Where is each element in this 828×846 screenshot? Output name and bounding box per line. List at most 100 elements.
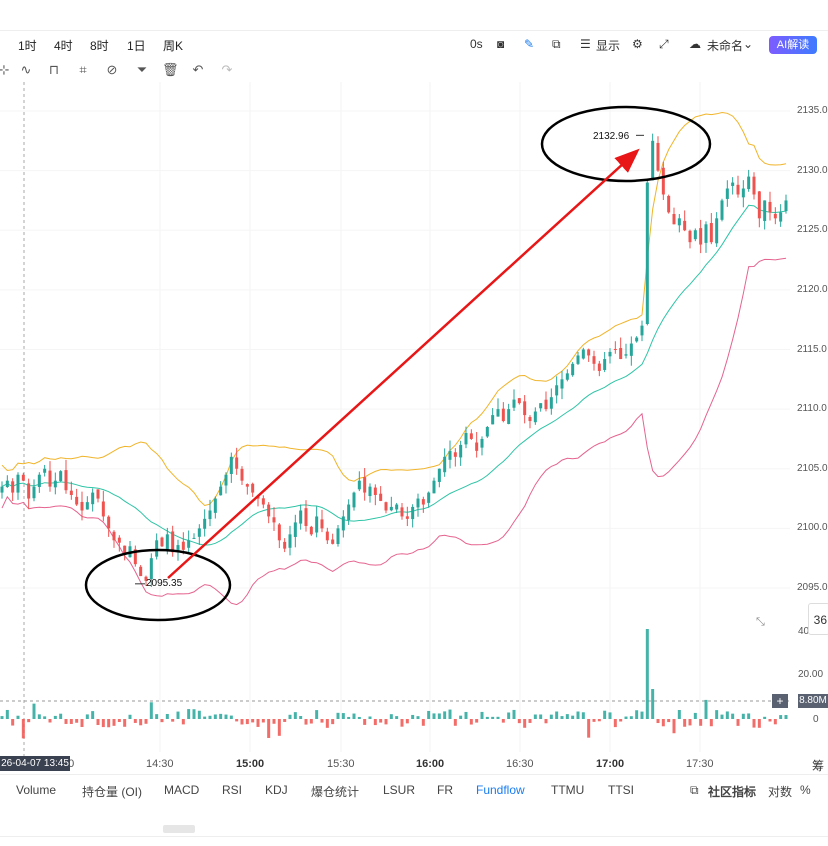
tab-liquidation[interactable]: 爆仓统计 (311, 785, 360, 799)
volume-bar (160, 719, 164, 723)
volume-bar (320, 719, 324, 723)
x-tick-label: 17:30 (686, 758, 714, 770)
y-tick-label: 2110.0 (797, 403, 827, 415)
timeframe-1w[interactable]: 周K (163, 39, 184, 53)
volume-bar (613, 719, 617, 728)
chevron-down-icon[interactable]: ⌄ (743, 37, 754, 51)
side-popup-box[interactable]: 36 (808, 603, 828, 635)
candle-body (331, 539, 335, 544)
volume-bar (496, 716, 500, 719)
tab-fr[interactable]: FR (437, 783, 453, 797)
countdown-label[interactable]: 0s (470, 37, 483, 51)
candle-body (277, 524, 281, 541)
volume-bar (629, 716, 633, 719)
candle-body (75, 496, 79, 505)
candle-body (608, 351, 612, 357)
community-indicators-button[interactable]: 社区指标 (708, 785, 757, 799)
crosshair-icon[interactable]: ⊹ (0, 62, 10, 77)
volume-bar (43, 716, 47, 719)
volume-bar (779, 715, 783, 719)
candle-body (624, 354, 628, 356)
candle-body (597, 363, 601, 371)
tab-rsi[interactable]: RSI (222, 783, 243, 797)
candle-body (384, 502, 388, 511)
candle-body (784, 200, 788, 212)
lock-icon[interactable]: ⊓ (48, 62, 60, 77)
y-tick-label: 2105.0 (797, 462, 828, 474)
expand-icon[interactable]: ⤡ (756, 616, 765, 628)
settings-icon[interactable]: ⚙ (632, 37, 643, 51)
candle-body (661, 167, 665, 195)
low-price-label: 2095.35 (146, 578, 183, 589)
candle-body (752, 176, 756, 195)
tab-volume[interactable]: Volume (16, 783, 57, 797)
filter-icon[interactable]: ⏷ (136, 62, 148, 77)
tab-lsur[interactable]: LSUR (383, 783, 416, 797)
price-chart[interactable] (0, 82, 828, 772)
candle-body (645, 182, 649, 324)
candle-body (475, 442, 479, 451)
tab-ttmu[interactable]: TTMU (551, 783, 585, 797)
volume-bar (437, 713, 441, 719)
tab-ttsi[interactable]: TTSI (608, 783, 634, 797)
candle-body (112, 531, 116, 541)
volume-bar (757, 719, 761, 728)
candle-body (453, 452, 457, 457)
timeframe-8h[interactable]: 8时 (90, 39, 109, 53)
ai-interpret-button[interactable]: AI解读 (769, 36, 817, 54)
log-scale-button[interactable]: 对数 (768, 785, 793, 799)
volume-bar (101, 719, 105, 728)
tab-macd[interactable]: MACD (164, 783, 200, 797)
copy-icon[interactable]: ⧉ (552, 37, 561, 51)
volume-bar (512, 709, 516, 719)
candle-body (219, 486, 223, 496)
volume-bar (400, 719, 404, 727)
add-indicator-button[interactable]: + (772, 694, 788, 708)
cloud-icon[interactable]: ☁ (689, 37, 701, 51)
tab-kdj[interactable]: KDJ (265, 783, 288, 797)
candle-body (480, 438, 484, 448)
candle-body (107, 516, 111, 529)
timeframe-1d[interactable]: 1日 (127, 39, 146, 53)
volume-bar (592, 719, 596, 722)
volume-bar (69, 719, 73, 724)
magnet-icon[interactable]: ⊘ (106, 62, 118, 77)
volume-bar (501, 719, 505, 723)
candle-body (725, 188, 729, 199)
panel-resize-handle[interactable] (163, 825, 195, 833)
candle-body (501, 408, 505, 422)
candle-body (731, 182, 735, 186)
camera-icon[interactable]: ◙ (497, 37, 505, 51)
timeframe-4h[interactable]: 4时 (54, 39, 73, 53)
display-button[interactable]: 显示 (596, 39, 621, 53)
volume-bar (533, 714, 537, 719)
edit-icon[interactable]: ⌗ (79, 62, 87, 77)
candle-body (37, 474, 41, 488)
candle-body (379, 493, 383, 501)
tab-fundflow[interactable]: Fundflow (476, 783, 525, 797)
y-tick-label: 2095.0 (797, 582, 828, 593)
list-icon[interactable]: ☰ (580, 37, 591, 51)
trash-icon[interactable]: 🗑 (162, 62, 179, 77)
untitled-layout[interactable]: 未命名 (707, 39, 744, 53)
volume-bar (741, 713, 745, 719)
bollinger-upper-line (1, 111, 787, 507)
bollinger-middle-line (1, 204, 787, 546)
volume-bar (528, 719, 532, 723)
fullscreen-icon[interactable]: ⤢ (659, 37, 669, 51)
candle-body (139, 566, 143, 577)
candle-body (592, 356, 596, 364)
tab-oi[interactable]: 持仓量 (OI) (82, 785, 142, 799)
candle-body (485, 427, 489, 437)
candle-body (587, 349, 591, 356)
percent-scale-button[interactable]: % (800, 783, 811, 797)
indicator-icon[interactable]: ∿ (20, 62, 32, 77)
volume-bar (219, 713, 223, 719)
timeframe-1h[interactable]: 1时 (18, 39, 37, 53)
undo-icon[interactable]: ↶ (192, 62, 204, 77)
redo-icon[interactable]: ↷ (221, 62, 233, 77)
community-icon[interactable]: ⧉ (690, 783, 699, 797)
volume-bar (171, 719, 175, 722)
pencil-icon[interactable]: ✎ (524, 37, 535, 51)
volume-bar (661, 719, 665, 727)
